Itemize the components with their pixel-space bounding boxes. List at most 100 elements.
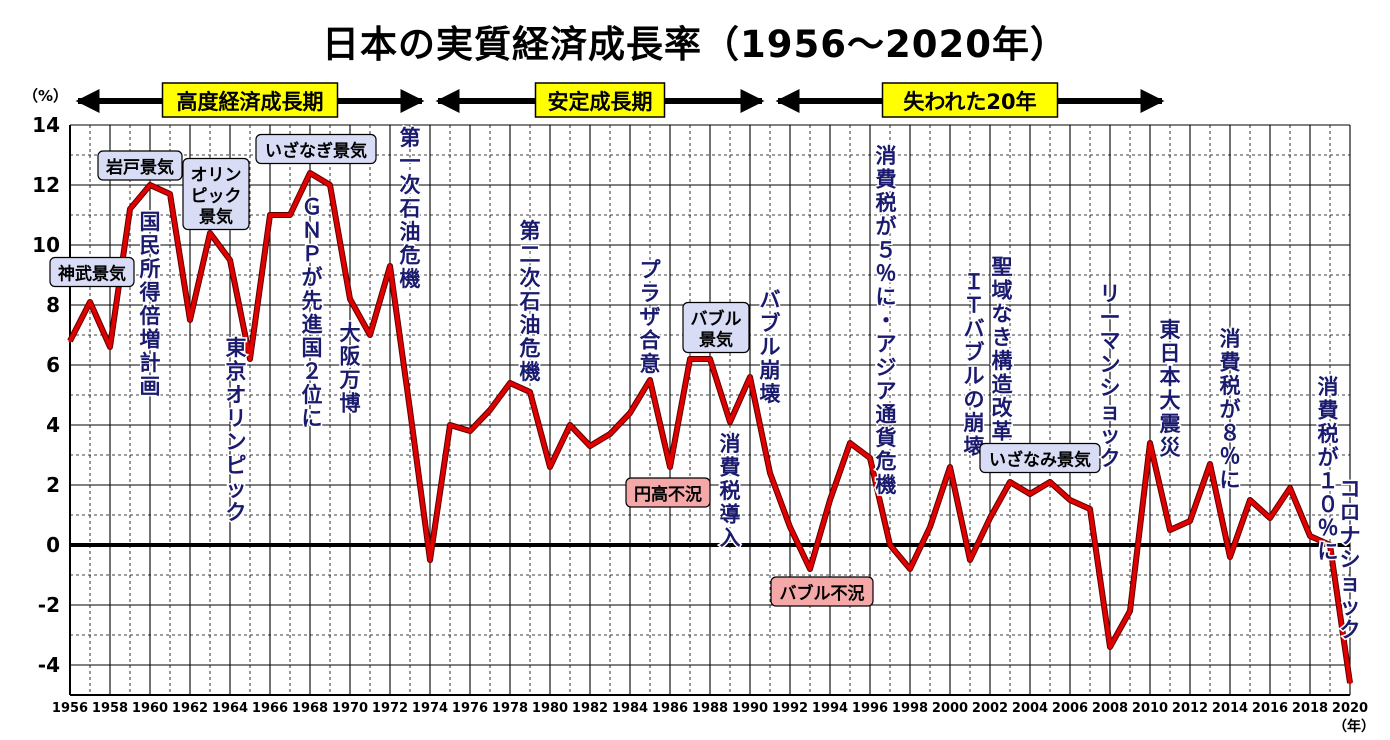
x-tick-label: 1978	[492, 701, 528, 716]
x-tick-label: 2006	[1052, 701, 1088, 716]
data-point	[908, 567, 912, 571]
event-char: ッ	[226, 477, 247, 501]
event-char: 東	[226, 336, 247, 360]
event-char: 税	[876, 191, 897, 215]
x-tick-label: 2008	[1092, 701, 1128, 716]
y-tick-label: 12	[32, 173, 60, 197]
event-char: き	[992, 326, 1013, 350]
x-tick-label: 2010	[1132, 701, 1168, 716]
event-char: ッ	[1100, 423, 1121, 447]
event-char: 一	[400, 150, 421, 174]
event-char: が	[1318, 446, 1339, 470]
event-char: ル	[964, 364, 985, 388]
event-char: 費	[1220, 351, 1241, 375]
x-tick-label: 1990	[732, 701, 768, 716]
event-box	[97, 150, 183, 181]
x-tick-label: 1970	[332, 701, 368, 716]
event-char: ラ	[640, 282, 661, 306]
y-axis-label: （%）	[23, 87, 68, 105]
data-point	[728, 420, 732, 424]
event-char: 消	[1318, 375, 1339, 399]
event-box	[255, 133, 377, 165]
event-char: ジ	[876, 356, 897, 380]
event-char: 聖	[992, 255, 1013, 279]
y-tick-label: 2	[46, 473, 60, 497]
event-char: 費	[876, 168, 897, 192]
event-char: ・	[876, 309, 897, 333]
y-tick-label: 0	[46, 533, 60, 557]
event-char: ル	[760, 335, 781, 359]
event-char: ％	[876, 262, 897, 286]
data-point	[1028, 492, 1032, 496]
event-char: ー	[1100, 306, 1121, 330]
event-box-recession: バブル不況	[770, 576, 874, 607]
event-char: ン	[226, 430, 247, 454]
event-char: が	[1220, 398, 1241, 422]
x-tick-label: 1972	[372, 701, 408, 716]
event-char: シ	[1340, 548, 1361, 572]
x-tick-label: 1998	[892, 701, 928, 716]
data-point	[1088, 507, 1092, 511]
event-char: 震	[1160, 412, 1182, 436]
data-point	[1168, 528, 1172, 532]
data-point	[1228, 555, 1232, 559]
event-char: 革	[992, 420, 1013, 444]
data-point	[428, 558, 432, 562]
event-char: 税	[1220, 374, 1241, 398]
event-char: 壊	[760, 382, 781, 406]
event-char: が	[876, 215, 897, 239]
data-point	[708, 357, 712, 361]
data-point	[748, 375, 752, 379]
x-tick-label: 1996	[852, 701, 888, 716]
period-label-box	[161, 82, 339, 118]
event-char: 貨	[876, 426, 897, 450]
event-box-text: 円高不況	[634, 484, 702, 505]
data-point	[1108, 645, 1112, 649]
growth-series	[67, 170, 1353, 685]
x-axis-label: （年）	[1333, 718, 1375, 735]
event-box	[979, 442, 1101, 474]
event-char: に	[302, 407, 323, 431]
event-char: 国	[302, 336, 323, 360]
x-tick-label: 2002	[972, 701, 1008, 716]
x-tick-label: 2012	[1172, 701, 1208, 716]
event-char: 消	[1220, 327, 1241, 351]
event-char: 次	[400, 173, 421, 197]
event-box	[770, 576, 874, 607]
event-box-text: オリン	[191, 166, 242, 186]
data-point	[448, 423, 452, 427]
data-point	[848, 441, 852, 445]
x-tick-label: 2016	[1252, 701, 1288, 716]
x-tick-label: 1988	[692, 701, 728, 716]
data-point	[868, 456, 872, 460]
event-char: 消	[720, 432, 741, 456]
event-char: ン	[1100, 353, 1121, 377]
data-point	[1148, 441, 1152, 445]
data-point	[1008, 480, 1012, 484]
data-point	[1288, 486, 1292, 490]
event-box-text: 岩戸景気	[105, 157, 174, 178]
data-point	[668, 465, 672, 469]
event-char: ク	[1100, 447, 1121, 471]
event-char: ョ	[1340, 571, 1361, 595]
data-point	[948, 465, 952, 469]
event-char: １	[1318, 469, 1339, 493]
data-point	[888, 543, 892, 547]
event-char: 費	[720, 456, 741, 480]
data-point	[768, 471, 772, 475]
x-tick-label: 1986	[652, 701, 688, 716]
event-char: 第	[400, 126, 421, 150]
event-char: オ	[226, 383, 247, 407]
event-char: 民	[140, 234, 161, 258]
event-char: に	[876, 285, 897, 309]
event-box-boom: いざなぎ景気	[255, 133, 377, 165]
data-point	[648, 378, 652, 382]
